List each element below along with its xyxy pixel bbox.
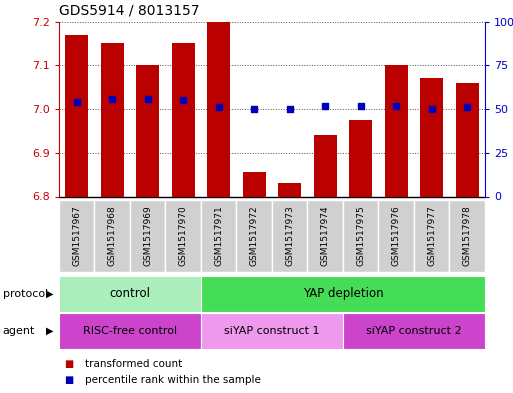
Point xyxy=(357,103,365,109)
Point xyxy=(73,99,81,105)
Point xyxy=(250,106,258,112)
Text: agent: agent xyxy=(3,326,35,336)
Bar xyxy=(420,79,443,196)
Bar xyxy=(449,200,485,272)
Bar xyxy=(59,200,94,272)
Point xyxy=(108,95,116,102)
Bar xyxy=(272,200,307,272)
Bar xyxy=(343,313,485,349)
Bar xyxy=(414,200,449,272)
Text: GSM1517973: GSM1517973 xyxy=(285,206,294,266)
Point xyxy=(427,106,436,112)
Bar xyxy=(385,65,408,196)
Point xyxy=(144,95,152,102)
Point xyxy=(463,104,471,110)
Text: GSM1517969: GSM1517969 xyxy=(143,206,152,266)
Text: protocol: protocol xyxy=(3,289,48,299)
Point xyxy=(321,103,329,109)
Text: ▶: ▶ xyxy=(46,289,54,299)
Text: GSM1517970: GSM1517970 xyxy=(179,206,188,266)
Point xyxy=(286,106,294,112)
Text: GSM1517976: GSM1517976 xyxy=(391,206,401,266)
Bar xyxy=(307,200,343,272)
Bar xyxy=(313,135,337,196)
Bar xyxy=(201,200,236,272)
Text: ▶: ▶ xyxy=(46,326,54,336)
Text: GSM1517967: GSM1517967 xyxy=(72,206,81,266)
Text: YAP depletion: YAP depletion xyxy=(303,287,383,300)
Bar xyxy=(130,200,165,272)
Text: GSM1517975: GSM1517975 xyxy=(356,206,365,266)
Point xyxy=(179,97,187,103)
Point xyxy=(214,104,223,110)
Bar xyxy=(278,184,301,196)
Bar xyxy=(101,44,124,196)
Text: GSM1517977: GSM1517977 xyxy=(427,206,436,266)
Bar xyxy=(243,173,266,196)
Text: GSM1517968: GSM1517968 xyxy=(108,206,117,266)
Bar xyxy=(201,276,485,312)
Bar xyxy=(59,313,201,349)
Bar xyxy=(343,200,378,272)
Bar xyxy=(94,200,130,272)
Point xyxy=(392,103,400,109)
Text: RISC-free control: RISC-free control xyxy=(83,326,177,336)
Text: transformed count: transformed count xyxy=(85,358,182,369)
Bar xyxy=(456,83,479,196)
Text: GSM1517974: GSM1517974 xyxy=(321,206,330,266)
Text: GDS5914 / 8013157: GDS5914 / 8013157 xyxy=(59,4,200,18)
Bar xyxy=(378,200,414,272)
Bar xyxy=(349,120,372,196)
Text: GSM1517972: GSM1517972 xyxy=(250,206,259,266)
Bar xyxy=(136,65,159,196)
Bar xyxy=(65,35,88,197)
Bar xyxy=(207,22,230,196)
Bar xyxy=(201,313,343,349)
Text: ■: ■ xyxy=(64,358,73,369)
Bar xyxy=(59,276,201,312)
Text: siYAP construct 2: siYAP construct 2 xyxy=(366,326,462,336)
Text: percentile rank within the sample: percentile rank within the sample xyxy=(85,375,261,386)
Text: GSM1517971: GSM1517971 xyxy=(214,206,223,266)
Text: control: control xyxy=(109,287,150,300)
Text: ■: ■ xyxy=(64,375,73,386)
Text: siYAP construct 1: siYAP construct 1 xyxy=(224,326,320,336)
Bar xyxy=(236,200,272,272)
Bar xyxy=(165,200,201,272)
Bar xyxy=(172,44,195,196)
Text: GSM1517978: GSM1517978 xyxy=(463,206,471,266)
